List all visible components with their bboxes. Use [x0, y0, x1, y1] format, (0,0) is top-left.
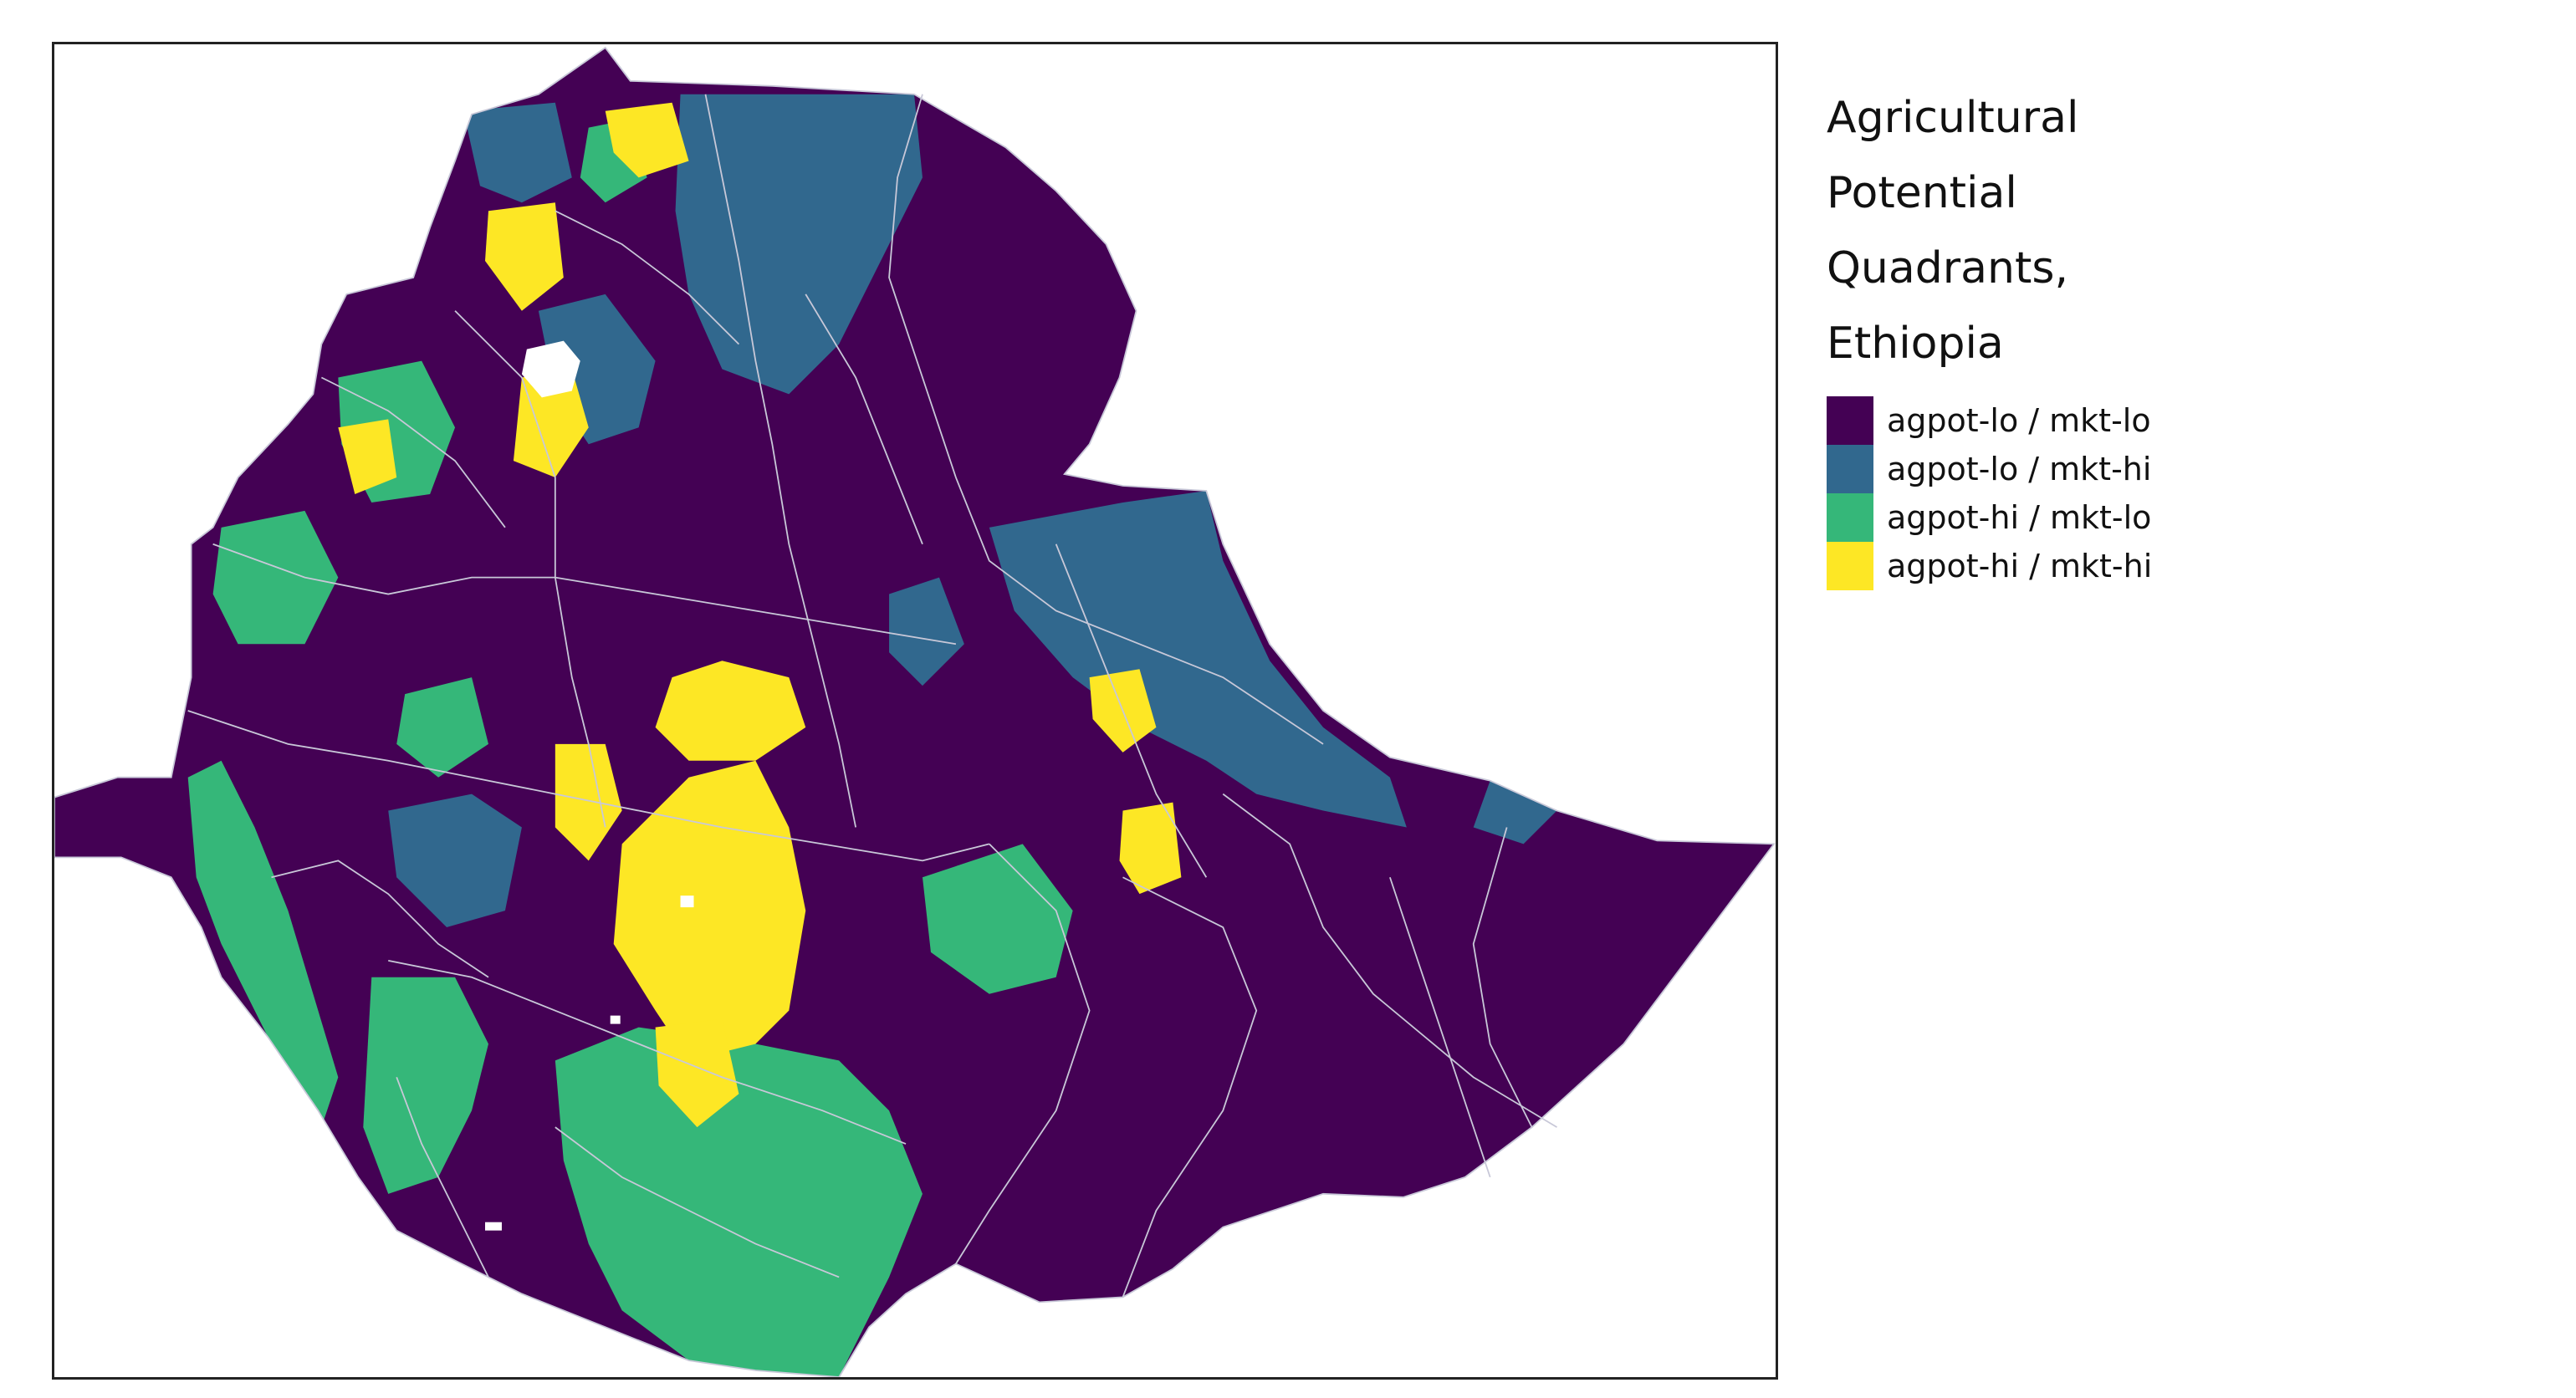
- legend-swatch: [1827, 493, 1873, 542]
- region-agpot-hi-mkt-hi: [338, 102, 1182, 1128]
- legend-item-agpot-hi-mkt-hi: agpot-hi / mkt-hi: [1827, 542, 2529, 590]
- legend-label: agpot-hi / mkt-hi: [1887, 548, 2153, 584]
- admin-boundaries: [54, 46, 1776, 1377]
- map-legend: Agricultural Potential Quadrants, Ethiop…: [1827, 80, 2529, 590]
- region-agpot-lo-mkt-hi: [388, 94, 1557, 928]
- no-data-areas: [484, 340, 694, 1231]
- legend-label: agpot-lo / mkt-lo: [1887, 402, 2151, 439]
- legend-title-line: Agricultural: [1827, 93, 2079, 143]
- legend-item-agpot-lo-mkt-hi: agpot-lo / mkt-hi: [1827, 445, 2529, 493]
- legend-title-line: Quadrants,: [1827, 243, 2068, 293]
- legend-item-agpot-lo-mkt-lo: agpot-lo / mkt-lo: [1827, 396, 2529, 445]
- legend-title-line: Ethiopia: [1827, 319, 2004, 369]
- legend-swatch: [1827, 542, 1873, 590]
- legend-swatch: [1827, 445, 1873, 493]
- map-panel: [52, 42, 1778, 1380]
- legend-items: agpot-lo / mkt-lo agpot-lo / mkt-hi agpo…: [1827, 396, 2529, 590]
- legend-label: agpot-hi / mkt-lo: [1887, 499, 2152, 536]
- legend-label: agpot-lo / mkt-hi: [1887, 451, 2152, 487]
- legend-item-agpot-hi-mkt-lo: agpot-hi / mkt-lo: [1827, 493, 2529, 542]
- legend-title: Agricultural Potential Quadrants, Ethiop…: [1827, 80, 2529, 381]
- ethiopia-map: [54, 46, 1776, 1377]
- region-agpot-hi-mkt-lo: [187, 119, 1073, 1377]
- legend-swatch: [1827, 396, 1873, 445]
- legend-title-line: Potential: [1827, 168, 2017, 218]
